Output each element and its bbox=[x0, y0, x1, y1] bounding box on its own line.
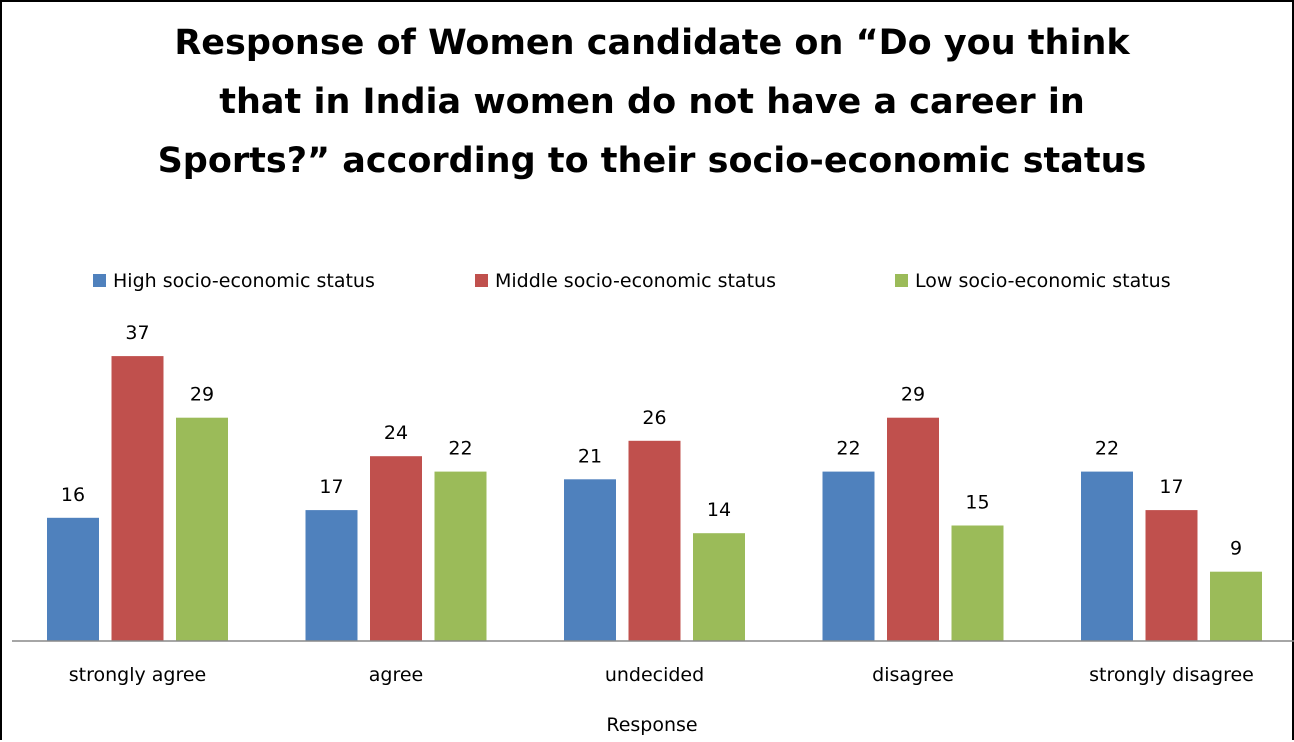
bars-group bbox=[47, 356, 1262, 641]
bar-1-5 bbox=[1081, 471, 1133, 641]
bar-2-2 bbox=[370, 456, 422, 641]
x-tick-label-3: undecided bbox=[605, 664, 704, 686]
data-label-3-4: 15 bbox=[965, 492, 989, 514]
bar-1-1 bbox=[47, 517, 99, 641]
x-tick-label-5: strongly disagree bbox=[1089, 664, 1254, 686]
data-labels-group: 16 37 29 17 24 22 21 26 14 22 29 15 22 17 9 bbox=[61, 322, 1242, 560]
data-label-2-1: 37 bbox=[125, 322, 149, 344]
legend-swatch-2 bbox=[475, 274, 488, 287]
data-label-1-3: 21 bbox=[578, 445, 602, 467]
chart-title-line-3: Sports?” according to their socio-econom… bbox=[157, 141, 1147, 181]
data-label-3-2: 22 bbox=[448, 438, 472, 460]
legend-label-1: High socio-economic status bbox=[113, 270, 375, 292]
legend-label-3: Low socio-economic status bbox=[915, 270, 1171, 292]
bar-3-5 bbox=[1210, 571, 1262, 641]
legend: High socio-economic status Middle socio-e… bbox=[93, 270, 1171, 292]
data-label-3-3: 14 bbox=[707, 499, 731, 521]
chart-title-line-2: that in India women do not have a career… bbox=[219, 82, 1085, 122]
bar-2-4 bbox=[887, 417, 939, 641]
data-label-3-5: 9 bbox=[1230, 538, 1242, 560]
data-label-2-2: 24 bbox=[384, 422, 408, 444]
data-label-1-4: 22 bbox=[836, 438, 860, 460]
bar-3-3 bbox=[693, 533, 745, 641]
bar-2-5 bbox=[1145, 510, 1198, 641]
bar-1-3 bbox=[564, 479, 616, 641]
data-label-2-4: 29 bbox=[901, 384, 925, 406]
chart-title: Response of Women candidate on “Do you t… bbox=[42, 14, 1262, 191]
legend-swatch-3 bbox=[895, 274, 908, 287]
bar-1-4 bbox=[822, 471, 875, 641]
bar-2-3 bbox=[628, 440, 681, 641]
legend-swatch-1 bbox=[93, 274, 106, 287]
data-label-2-3: 26 bbox=[642, 407, 666, 429]
bar-2-1 bbox=[111, 356, 164, 641]
bar-3-2 bbox=[434, 471, 487, 641]
bar-3-4 bbox=[951, 525, 1004, 641]
bar-1-2 bbox=[305, 510, 358, 641]
x-tick-label-2: agree bbox=[369, 664, 423, 686]
data-label-2-5: 17 bbox=[1159, 476, 1183, 498]
data-label-1-1: 16 bbox=[61, 484, 85, 506]
x-axis-title: Response bbox=[606, 714, 697, 736]
data-label-1-5: 22 bbox=[1095, 438, 1119, 460]
x-tick-labels: strongly agree agree undecided disagree stro… bbox=[69, 664, 1254, 686]
x-tick-label-4: disagree bbox=[872, 664, 954, 686]
x-tick-label-1: strongly agree bbox=[69, 664, 207, 686]
data-label-1-2: 17 bbox=[319, 476, 343, 498]
bar-3-1 bbox=[176, 417, 228, 641]
chart-title-line-1: Response of Women candidate on “Do you t… bbox=[174, 23, 1130, 63]
data-label-3-1: 29 bbox=[190, 384, 214, 406]
legend-label-2: Middle socio-economic status bbox=[495, 270, 776, 292]
